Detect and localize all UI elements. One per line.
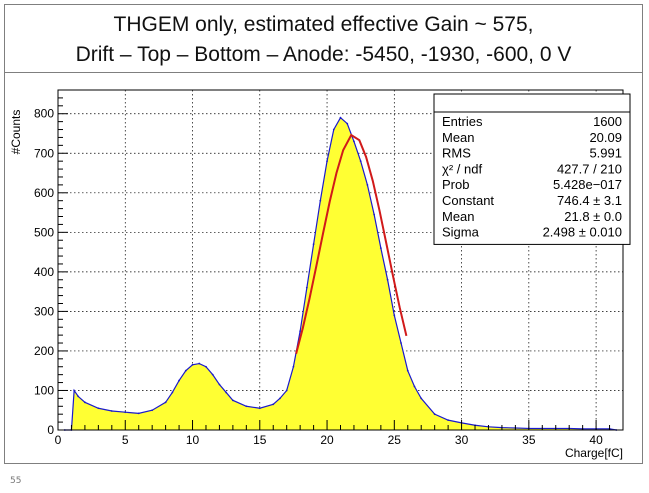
stats-label: Mean (442, 209, 475, 224)
y-tick-label: 100 (34, 383, 54, 397)
y-tick-label: 400 (34, 265, 54, 279)
title-box: THGEM only, estimated effective Gain ~ 5… (5, 5, 642, 73)
histogram-point (211, 373, 214, 376)
histogram-point (312, 243, 315, 246)
histogram-point (191, 363, 194, 366)
y-axis-label: #Counts (9, 110, 23, 155)
fit-line (295, 133, 408, 354)
histogram-point (124, 411, 127, 414)
fit-curve (295, 133, 408, 354)
x-tick-label: 25 (388, 433, 402, 447)
histogram-point (279, 397, 281, 400)
histogram-point (366, 183, 369, 186)
histogram-point (292, 365, 295, 368)
histogram-point (178, 379, 180, 382)
histogram-point (447, 419, 450, 422)
histogram-point (420, 397, 423, 400)
stats-value: 2.498 ± 0.010 (543, 225, 622, 240)
stats-label: χ² / ndf (442, 161, 482, 176)
histogram-point (299, 330, 302, 333)
stats-value: 21.8 ± 0.0 (564, 209, 622, 224)
x-tick-label: 30 (455, 433, 469, 447)
histogram-point (326, 160, 328, 163)
histogram-point (406, 369, 409, 372)
x-tick-label: 5 (122, 433, 129, 447)
x-tick-label: 20 (320, 433, 334, 447)
x-tick-label: 15 (253, 433, 267, 447)
stats-label: RMS (442, 146, 471, 161)
histogram-point (400, 342, 402, 344)
axis-tick-labels: 0 5 10 15 20 25 30 35 40010020030040050060070080… (34, 107, 603, 447)
stats-value: 20.09 (589, 130, 622, 145)
histogram-point (285, 389, 288, 392)
stats-value: 1600 (593, 114, 622, 129)
histogram-point (332, 128, 335, 131)
histogram-point (225, 391, 228, 394)
histogram-point (137, 412, 140, 415)
stats-label: Entries (442, 114, 483, 129)
y-tick-label: 800 (34, 107, 54, 121)
histogram-point (198, 362, 201, 365)
histogram-point (73, 389, 76, 392)
histogram-point (393, 314, 396, 317)
stats-label: Sigma (442, 225, 480, 240)
stats-label: Constant (442, 193, 494, 208)
histogram-point (373, 213, 376, 216)
stats-value: 746.4 ± 3.1 (557, 193, 622, 208)
axis-ticks (57, 97, 624, 431)
y-tick-label: 600 (34, 186, 54, 200)
histogram-point (258, 407, 261, 410)
histogram-point (205, 365, 207, 368)
title-line-1: THGEM only, estimated effective Gain ~ 5… (113, 13, 534, 36)
x-tick-label: 0 (55, 433, 62, 447)
histogram-point (319, 199, 322, 202)
stats-label: Mean (442, 130, 475, 145)
x-tick-label: 10 (186, 433, 200, 447)
histogram-point (359, 160, 362, 163)
stats-box-frame (433, 93, 631, 245)
stats-value: 5.991 (589, 146, 622, 161)
histogram-point (413, 385, 416, 388)
histogram-point (386, 278, 389, 281)
y-tick-label: 500 (34, 225, 54, 239)
histogram-point (97, 407, 100, 410)
stats-value: 427.7 / 210 (557, 161, 622, 176)
histogram-point (339, 116, 342, 119)
y-tick-label: 300 (34, 304, 54, 318)
histogram-point (245, 405, 248, 408)
histogram-point (84, 401, 86, 404)
x-tick-label: 35 (522, 433, 536, 447)
stats-value: 5.428e−017 (553, 177, 622, 192)
histogram-point (379, 247, 382, 250)
y-tick-label: 200 (34, 344, 54, 358)
histogram-point (231, 399, 234, 402)
histogram-point (272, 403, 275, 406)
stats-box: Entries 1600 Mean 20.09 RMS 5.991 χ² / ndf 427.… (433, 93, 631, 245)
x-axis-label: Charge[fC] (565, 446, 623, 460)
y-tick-label: 700 (34, 146, 54, 160)
histogram-point (164, 401, 167, 404)
histogram-point (171, 391, 174, 394)
title-line-2: Drift – Top – Bottom – Anode: -5450, -19… (75, 43, 572, 66)
histogram-point (218, 383, 221, 386)
histogram-fill (64, 117, 617, 431)
x-tick-label: 40 (589, 433, 603, 447)
page-number: 55 (10, 476, 22, 486)
stats-label: Prob (442, 177, 469, 192)
histogram-point (110, 410, 113, 412)
histogram-point (346, 122, 349, 125)
histogram-point (305, 286, 308, 289)
histogram-point (151, 409, 154, 412)
histogram-point (77, 395, 80, 398)
histogram-point (433, 413, 436, 416)
y-tick-label: 0 (47, 423, 54, 437)
histogram-point (184, 369, 187, 372)
histogram-point (353, 140, 355, 143)
